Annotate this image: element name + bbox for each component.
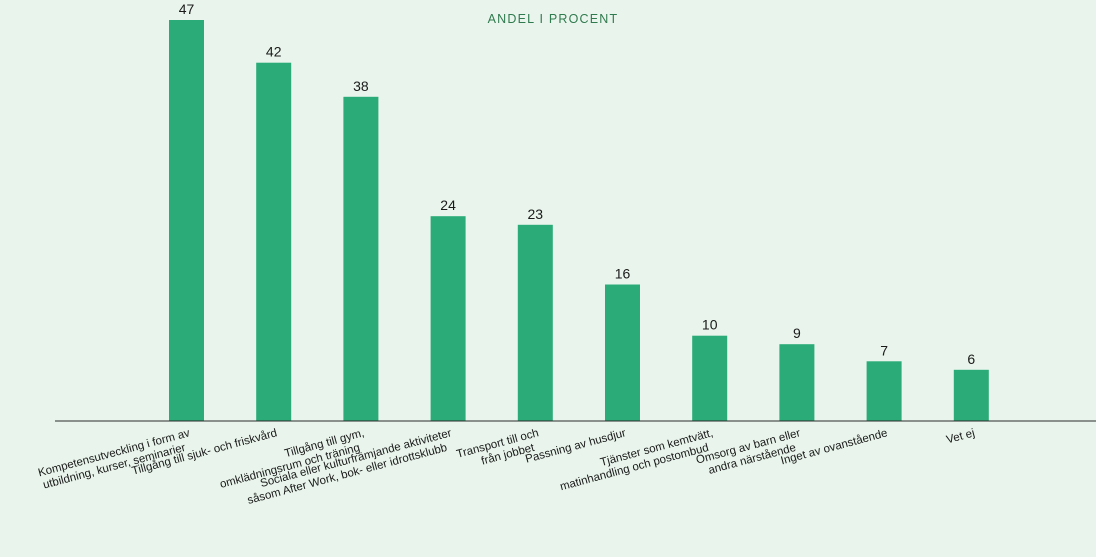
bar xyxy=(343,96,379,422)
category-label: Vet ej xyxy=(945,427,976,446)
bar-value-label: 7 xyxy=(880,342,888,358)
category-label: Transport till ochfrån jobbet xyxy=(455,427,543,473)
bar xyxy=(256,62,292,421)
bar xyxy=(866,361,902,421)
category-labels-group: Kompetensutveckling i form avutbildning,… xyxy=(37,427,976,507)
bar xyxy=(605,284,640,421)
bar xyxy=(430,216,466,421)
bar-value-label: 9 xyxy=(793,325,801,341)
bar xyxy=(692,335,728,421)
chart-title: ANDEL I PROCENT xyxy=(488,12,619,26)
bar-value-label: 16 xyxy=(615,266,631,282)
bar-value-label: 47 xyxy=(179,1,195,17)
category-label-line: Vet ej xyxy=(945,427,976,446)
category-label: Tjänster som kemtvätt,matinhandling och … xyxy=(555,427,717,493)
bar xyxy=(779,344,815,421)
bar xyxy=(169,20,204,421)
value-labels-group: 47 42 38 24 23 16 10 9 7 6 xyxy=(179,1,976,367)
bar-value-label: 42 xyxy=(266,44,282,60)
bars-group xyxy=(169,20,989,422)
bar xyxy=(517,224,553,421)
bar-value-label: 6 xyxy=(967,351,975,367)
bar-value-label: 24 xyxy=(440,197,456,213)
bar-value-label: 10 xyxy=(702,317,718,333)
bar-value-label: 23 xyxy=(528,206,544,222)
bar-value-label: 38 xyxy=(353,78,369,94)
bar xyxy=(953,369,989,421)
